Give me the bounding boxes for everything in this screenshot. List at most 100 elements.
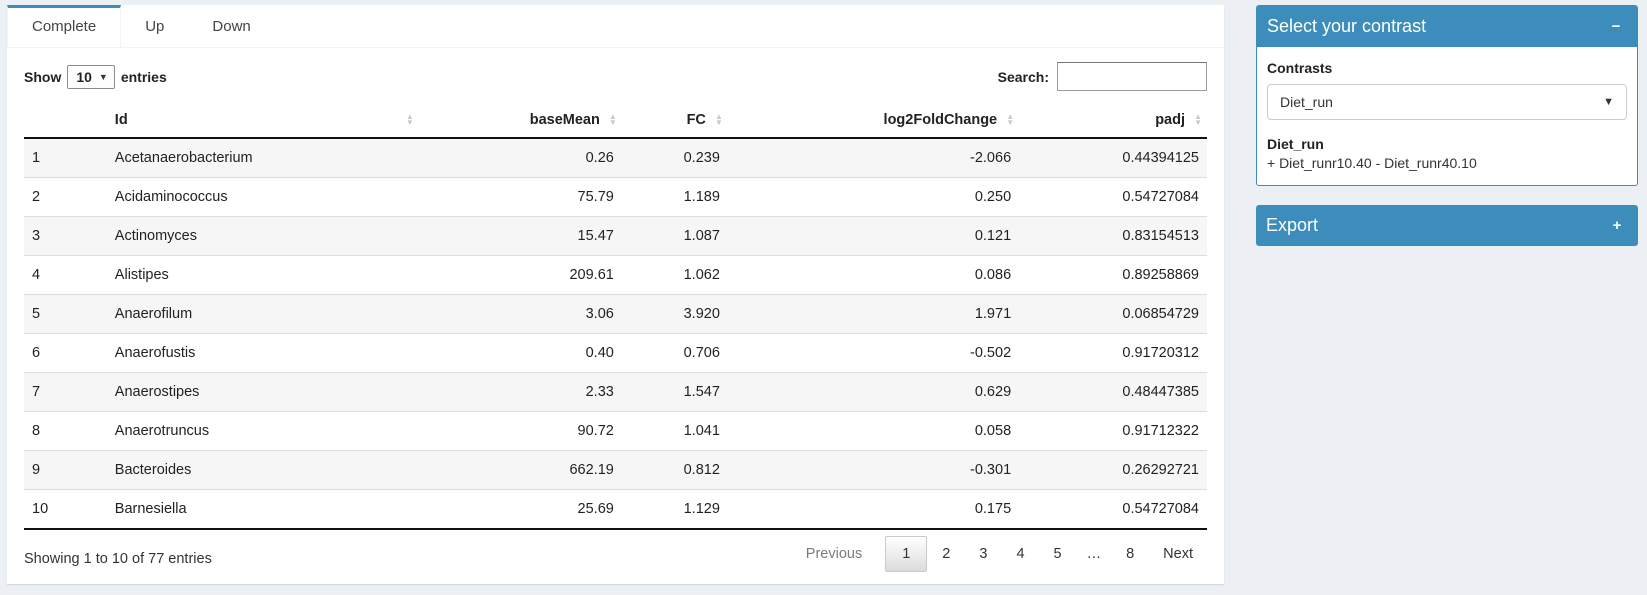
- table-row: 7 Anaerostipes 2.33 1.547 0.629 0.48447385: [24, 372, 1207, 412]
- cell-row-number: 10: [24, 489, 107, 530]
- tab-up[interactable]: Up: [145, 18, 165, 35]
- cell-log2foldchange: -2.066: [970, 150, 1012, 166]
- cell-padj: 0.44394125: [1122, 150, 1199, 166]
- cell-fc: 0.239: [683, 150, 720, 166]
- contrast-select[interactable]: Diet_run ▼: [1267, 84, 1627, 120]
- cell-fc: 1.189: [621, 177, 728, 217]
- cell-basemean: 209.61: [418, 255, 622, 295]
- sort-icon: ▲ ▼: [1006, 112, 1015, 127]
- cell-row-number: 4: [24, 255, 107, 295]
- page-length-value: 10: [76, 68, 92, 85]
- page-button-5[interactable]: 5: [1053, 546, 1062, 562]
- cell-padj: 0.91712322: [1019, 411, 1207, 451]
- caret-down-icon: ▼: [98, 71, 108, 82]
- search-input[interactable]: [1057, 62, 1207, 91]
- cell-basemean: 25.69: [418, 489, 622, 530]
- table-row: 10 Barnesiella 25.69 1.129 0.175 0.54727084: [24, 489, 1207, 530]
- cell-log2foldchange: 0.175: [727, 489, 1020, 530]
- column-header-fc[interactable]: FC ▲ ▼: [621, 103, 728, 139]
- page-button-8[interactable]: 8: [1126, 546, 1135, 562]
- export-box-header: Export +: [1256, 205, 1638, 246]
- tab-content: Show 10 ▼ entries Search: Id ▲ ▼ baseMean: [7, 48, 1224, 584]
- cell-basemean: 0.26: [585, 150, 614, 166]
- export-box-title: Export: [1266, 215, 1319, 235]
- cell-log2foldchange: 1.971: [727, 294, 1020, 334]
- sort-icon: ▲ ▼: [608, 112, 617, 127]
- table-row: 6 Anaerofustis 0.40 0.706 -0.502 0.91720312: [24, 333, 1207, 373]
- cell-padj: 0.54727084: [1019, 489, 1207, 530]
- export-box: Export +: [1256, 205, 1638, 246]
- page-length-select[interactable]: 10 ▼: [67, 64, 115, 89]
- contrast-select-value: Diet_run: [1280, 94, 1333, 110]
- column-header-padj[interactable]: padj ▲ ▼: [1019, 103, 1207, 139]
- cell-basemean: 3.06: [418, 294, 622, 334]
- row-number-header: [24, 103, 107, 139]
- cell-id: Anaerofilum: [106, 294, 419, 334]
- cell-fc: 1.087: [621, 216, 728, 256]
- cell-log2foldchange: -0.502: [727, 333, 1020, 373]
- collapse-minus-icon[interactable]: −: [1611, 17, 1621, 35]
- page-button-2[interactable]: 2: [942, 546, 951, 562]
- sort-icon: ▲ ▼: [1194, 112, 1202, 127]
- cell-row-number: 7: [24, 372, 107, 412]
- sidebar: Select your contrast − Contrasts Diet_ru…: [1256, 5, 1638, 265]
- cell-id: Anaerostipes: [106, 372, 419, 412]
- cell-log2foldchange: -0.301: [727, 450, 1020, 490]
- column-header-id[interactable]: Id ▲ ▼: [106, 103, 419, 139]
- cell-padj: 0.26292721: [1019, 450, 1207, 490]
- pagination-ellipsis: …: [1086, 546, 1102, 562]
- previous-page-button[interactable]: Previous: [805, 546, 863, 562]
- length-suffix-label: entries: [120, 68, 167, 85]
- cell-padj: 0.54727084: [1019, 177, 1207, 217]
- cell-padj: 0.48447385: [1019, 372, 1207, 412]
- cell-row-number: 3: [24, 216, 107, 256]
- cell-row-number: 1: [32, 150, 41, 166]
- table-row: 3 Actinomyces 15.47 1.087 0.121 0.83154513: [24, 216, 1207, 256]
- cell-basemean: 2.33: [418, 372, 622, 412]
- table-row: 4 Alistipes 209.61 1.062 0.086 0.89258869: [24, 255, 1207, 295]
- search-label: Search:: [997, 68, 1049, 85]
- table-info: Showing 1 to 10 of 77 entries: [24, 550, 212, 567]
- column-header-log2foldchange[interactable]: log2FoldChange ▲ ▼: [727, 103, 1020, 139]
- contrast-box-body: Contrasts Diet_run ▼ Diet_run + Diet_run…: [1257, 47, 1637, 185]
- cell-row-number: 6: [24, 333, 107, 373]
- collapse-plus-icon[interactable]: +: [1612, 216, 1622, 234]
- caret-down-icon: ▼: [1603, 96, 1614, 108]
- sort-icon: ▲ ▼: [714, 112, 723, 127]
- cell-log2foldchange: 0.121: [727, 216, 1020, 256]
- page-button-1[interactable]: 1: [885, 536, 928, 572]
- page-button-3[interactable]: 3: [979, 546, 988, 562]
- cell-id: Anaerofustis: [106, 333, 419, 373]
- cell-row-number: 5: [24, 294, 107, 334]
- contrast-box-title: Select your contrast: [1267, 16, 1427, 36]
- cell-basemean: 90.72: [418, 411, 622, 451]
- cell-padj: 0.91720312: [1019, 333, 1207, 373]
- cell-basemean: 75.79: [418, 177, 622, 217]
- table-row: 5 Anaerofilum 3.06 3.920 1.971 0.06854729: [24, 294, 1207, 334]
- tab-bar: Complete Up Down: [7, 5, 1224, 48]
- page-button-4[interactable]: 4: [1016, 546, 1025, 562]
- cell-id: Alistipes: [106, 255, 419, 295]
- table-row: 8 Anaerotruncus 90.72 1.041 0.058 0.91712322: [24, 411, 1207, 451]
- length-menu: Show 10 ▼ entries: [24, 64, 167, 89]
- cell-row-number: 8: [24, 411, 107, 451]
- datatable-controls: Show 10 ▼ entries Search:: [24, 62, 1207, 91]
- cell-fc: 3.920: [621, 294, 728, 334]
- next-page-button[interactable]: Next: [1163, 546, 1193, 562]
- tab-complete[interactable]: Complete: [7, 5, 122, 47]
- table-row: 9 Bacteroides 662.19 0.812 -0.301 0.26292721: [24, 450, 1207, 490]
- cell-padj: 0.06854729: [1019, 294, 1207, 334]
- cell-log2foldchange: 0.058: [727, 411, 1020, 451]
- column-header-basemean[interactable]: baseMean ▲ ▼: [418, 103, 622, 139]
- cell-row-number: 9: [24, 450, 107, 490]
- tab-down[interactable]: Down: [212, 18, 251, 35]
- results-table: Id ▲ ▼ baseMean ▲ ▼ FC ▲ ▼ log2FoldChange ▲ ▼ padj ▲ ▼…: [24, 103, 1207, 530]
- cell-fc: 1.062: [621, 255, 728, 295]
- contrast-box: Select your contrast − Contrasts Diet_ru…: [1256, 5, 1638, 186]
- cell-padj: 0.83154513: [1019, 216, 1207, 256]
- cell-id: Acidaminococcus: [106, 177, 419, 217]
- contrast-name: Diet_run: [1267, 136, 1324, 152]
- cell-fc: 1.041: [621, 411, 728, 451]
- cell-id: Actinomyces: [106, 216, 419, 256]
